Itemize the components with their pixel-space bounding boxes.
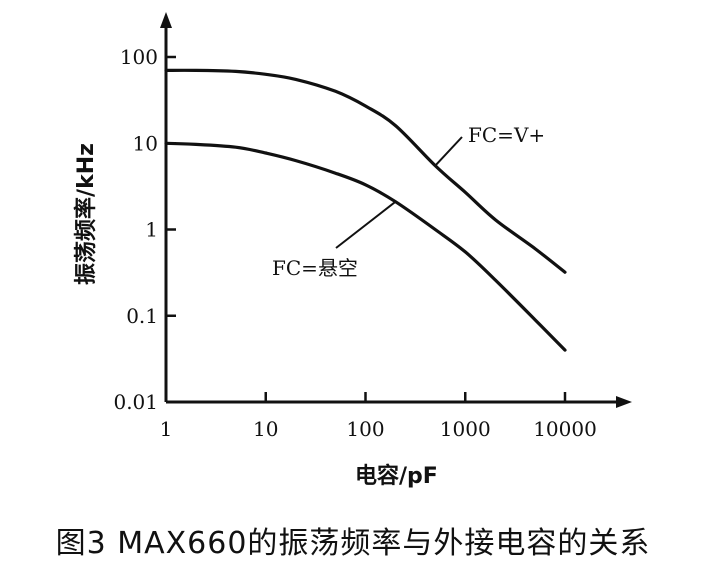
leader-line-fc-v-plus	[434, 136, 463, 167]
y-axis-label: 振荡频率/kHz	[74, 143, 99, 285]
x-tick-label: 1	[160, 417, 173, 441]
y-tick-label: 0.1	[126, 304, 158, 328]
y-axis-arrow-icon	[160, 12, 172, 28]
y-tick-label: 10	[133, 131, 158, 155]
series-lines	[164, 68, 567, 352]
figure-caption: 图3 MAX660的振荡频率与外接电容的关系	[55, 526, 651, 561]
series-leaders	[335, 136, 463, 249]
y-tick-label: 0.01	[113, 390, 158, 414]
leader-line-fc-floating	[335, 200, 397, 249]
x-tick-label: 10	[253, 417, 278, 441]
x-tick-label: 1000	[440, 417, 491, 441]
series-line-fc-floating	[164, 141, 567, 352]
tick-labels: 1 10 100 1000 10000 100 10 1 0.1 0.01	[113, 45, 596, 441]
series-line-fc-v-plus	[164, 68, 567, 274]
x-tick-label: 100	[346, 417, 384, 441]
y-tick-label: 100	[120, 45, 158, 69]
x-tick-label: 10000	[533, 417, 597, 441]
tick-marks	[166, 55, 567, 402]
y-tick-label: 1	[145, 218, 158, 242]
series-label-fc-v-plus: FC=V+	[468, 123, 546, 147]
series-label-fc-floating: FC=悬空	[272, 256, 358, 280]
chart-axes	[160, 12, 632, 408]
x-axis-label: 电容/pF	[355, 464, 438, 489]
x-axis-arrow-icon	[616, 396, 632, 408]
